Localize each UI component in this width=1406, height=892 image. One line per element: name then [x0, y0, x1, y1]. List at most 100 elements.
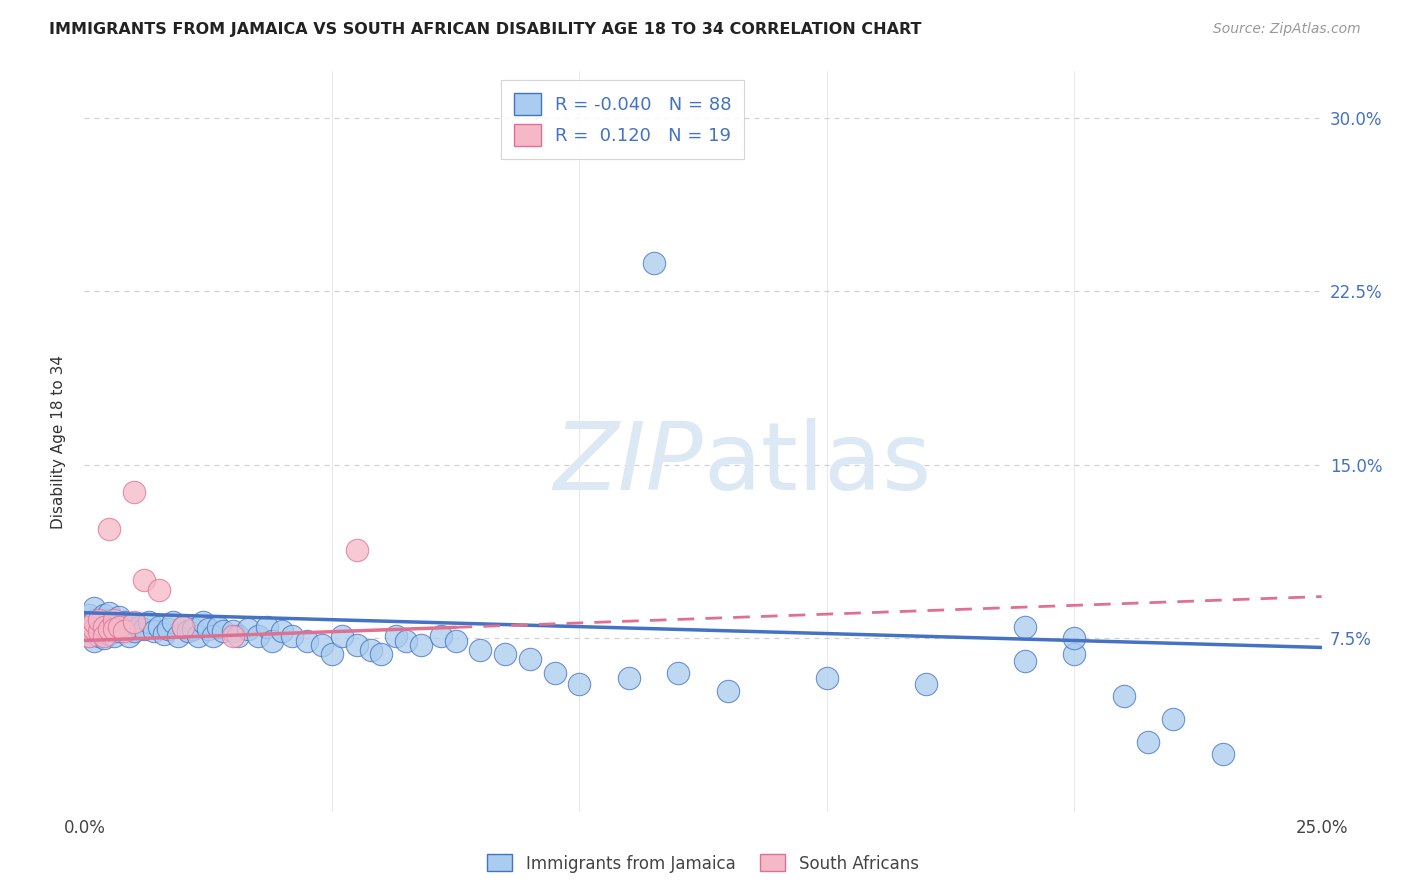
- Point: [83, 613, 105, 627]
- Point: [89, 629, 111, 643]
- Point: [321, 648, 343, 662]
- Point: [132, 622, 155, 636]
- Point: [93, 629, 115, 643]
- Point: [148, 619, 170, 633]
- Point: [108, 610, 131, 624]
- Point: [666, 665, 689, 680]
- Point: [79, 608, 101, 623]
- Point: [568, 677, 591, 691]
- Point: [222, 629, 245, 643]
- Point: [103, 629, 125, 643]
- Point: [98, 613, 121, 627]
- Point: [79, 615, 101, 629]
- Point: [83, 633, 105, 648]
- Legend: R = -0.040   N = 88, R =  0.120   N = 19: R = -0.040 N = 88, R = 0.120 N = 19: [501, 80, 744, 159]
- Point: [103, 613, 125, 627]
- Point: [157, 622, 180, 636]
- Y-axis label: Disability Age 18 to 34: Disability Age 18 to 34: [51, 354, 66, 529]
- Point: [444, 633, 467, 648]
- Point: [815, 671, 838, 685]
- Point: [98, 523, 121, 537]
- Point: [98, 626, 121, 640]
- Point: [187, 629, 209, 643]
- Point: [122, 624, 145, 639]
- Point: [271, 624, 294, 639]
- Point: [346, 543, 368, 558]
- Point: [207, 619, 229, 633]
- Point: [281, 629, 304, 643]
- Point: [1063, 631, 1085, 645]
- Point: [643, 256, 665, 270]
- Point: [202, 629, 225, 643]
- Point: [409, 638, 432, 652]
- Point: [172, 619, 194, 633]
- Point: [98, 619, 121, 633]
- Point: [226, 629, 249, 643]
- Point: [191, 615, 214, 629]
- Point: [93, 624, 115, 639]
- Point: [79, 629, 101, 643]
- Point: [385, 629, 408, 643]
- Point: [79, 624, 101, 639]
- Point: [1161, 712, 1184, 726]
- Point: [172, 619, 194, 633]
- Point: [543, 665, 565, 680]
- Point: [138, 615, 160, 629]
- Point: [89, 613, 111, 627]
- Point: [395, 633, 418, 648]
- Point: [494, 648, 516, 662]
- Point: [370, 648, 392, 662]
- Point: [330, 629, 353, 643]
- Point: [83, 619, 105, 633]
- Point: [108, 624, 131, 639]
- Point: [236, 622, 259, 636]
- Point: [181, 622, 204, 636]
- Point: [122, 615, 145, 629]
- Point: [429, 629, 451, 643]
- Point: [1014, 654, 1036, 668]
- Text: ZIP: ZIP: [554, 418, 703, 509]
- Point: [212, 624, 235, 639]
- Point: [717, 684, 740, 698]
- Point: [108, 617, 131, 632]
- Point: [295, 633, 318, 648]
- Point: [93, 619, 115, 633]
- Point: [148, 582, 170, 597]
- Point: [98, 622, 121, 636]
- Point: [103, 622, 125, 636]
- Point: [470, 642, 492, 657]
- Text: atlas: atlas: [703, 417, 931, 509]
- Point: [519, 652, 541, 666]
- Point: [79, 629, 101, 643]
- Text: IMMIGRANTS FROM JAMAICA VS SOUTH AFRICAN DISABILITY AGE 18 TO 34 CORRELATION CHA: IMMIGRANTS FROM JAMAICA VS SOUTH AFRICAN…: [49, 22, 922, 37]
- Point: [79, 619, 101, 633]
- Point: [103, 615, 125, 629]
- Text: Source: ZipAtlas.com: Source: ZipAtlas.com: [1213, 22, 1361, 37]
- Point: [162, 615, 184, 629]
- Point: [262, 633, 284, 648]
- Point: [914, 677, 936, 691]
- Point: [118, 629, 141, 643]
- Point: [83, 615, 105, 629]
- Point: [152, 626, 174, 640]
- Point: [222, 624, 245, 639]
- Point: [246, 629, 269, 643]
- Point: [360, 642, 382, 657]
- Point: [112, 624, 135, 639]
- Point: [89, 617, 111, 632]
- Point: [346, 638, 368, 652]
- Point: [1212, 747, 1234, 761]
- Point: [112, 615, 135, 629]
- Point: [617, 671, 640, 685]
- Point: [83, 622, 105, 636]
- Point: [122, 617, 145, 632]
- Point: [1112, 689, 1135, 703]
- Point: [142, 624, 165, 639]
- Point: [108, 619, 131, 633]
- Point: [112, 622, 135, 636]
- Point: [311, 638, 333, 652]
- Point: [93, 608, 115, 623]
- Point: [98, 606, 121, 620]
- Point: [167, 629, 190, 643]
- Point: [89, 613, 111, 627]
